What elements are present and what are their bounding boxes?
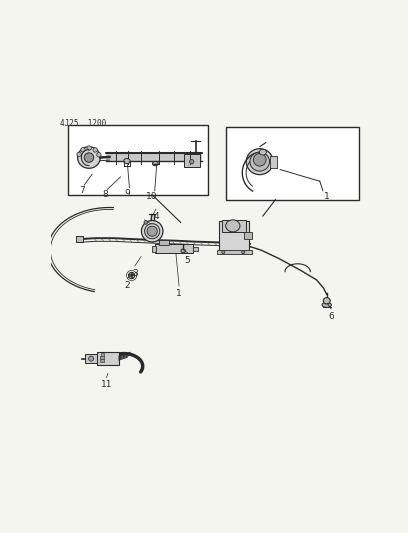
Ellipse shape <box>322 302 331 308</box>
Text: 7: 7 <box>79 186 85 195</box>
Ellipse shape <box>226 220 240 232</box>
Circle shape <box>144 221 148 224</box>
Ellipse shape <box>153 161 158 166</box>
Circle shape <box>81 148 85 152</box>
Text: 10: 10 <box>146 192 157 201</box>
Bar <box>226 127 359 199</box>
Text: 6: 6 <box>328 312 334 321</box>
Circle shape <box>129 272 135 279</box>
Bar <box>158 240 169 246</box>
Circle shape <box>147 226 157 236</box>
Ellipse shape <box>142 221 163 242</box>
Bar <box>101 353 104 356</box>
Text: 4J25  1200: 4J25 1200 <box>60 119 107 128</box>
Ellipse shape <box>144 224 160 239</box>
Bar <box>69 125 208 195</box>
Circle shape <box>253 154 266 166</box>
Bar <box>184 154 200 167</box>
Text: 9: 9 <box>124 189 130 198</box>
Text: 1: 1 <box>324 192 329 201</box>
Bar <box>270 156 277 168</box>
Bar <box>151 246 156 252</box>
Circle shape <box>89 356 94 361</box>
Ellipse shape <box>323 297 330 304</box>
Bar <box>193 247 198 251</box>
Ellipse shape <box>250 152 270 171</box>
Text: 4: 4 <box>153 212 159 221</box>
Bar <box>219 221 249 253</box>
Circle shape <box>87 146 91 150</box>
Bar <box>244 232 252 239</box>
Ellipse shape <box>124 158 130 164</box>
Bar <box>106 153 202 161</box>
Circle shape <box>77 152 81 157</box>
Bar <box>155 244 193 253</box>
Bar <box>75 236 83 242</box>
Bar <box>98 352 119 365</box>
Bar <box>85 354 98 363</box>
Text: 11: 11 <box>101 381 112 390</box>
Circle shape <box>242 251 245 254</box>
Text: 8: 8 <box>102 190 108 199</box>
Bar <box>100 359 104 362</box>
Text: 1: 1 <box>176 289 182 298</box>
Circle shape <box>84 153 94 162</box>
Bar <box>222 220 246 232</box>
Circle shape <box>93 148 98 152</box>
Circle shape <box>97 152 101 157</box>
Text: 3: 3 <box>132 269 137 278</box>
Text: 5: 5 <box>185 256 191 265</box>
Circle shape <box>189 159 194 164</box>
Circle shape <box>222 251 225 254</box>
Ellipse shape <box>78 147 100 168</box>
Ellipse shape <box>246 149 273 175</box>
Text: 2: 2 <box>125 281 130 290</box>
Ellipse shape <box>259 149 266 155</box>
Bar <box>100 356 104 359</box>
Bar <box>217 250 252 254</box>
Ellipse shape <box>181 249 185 253</box>
